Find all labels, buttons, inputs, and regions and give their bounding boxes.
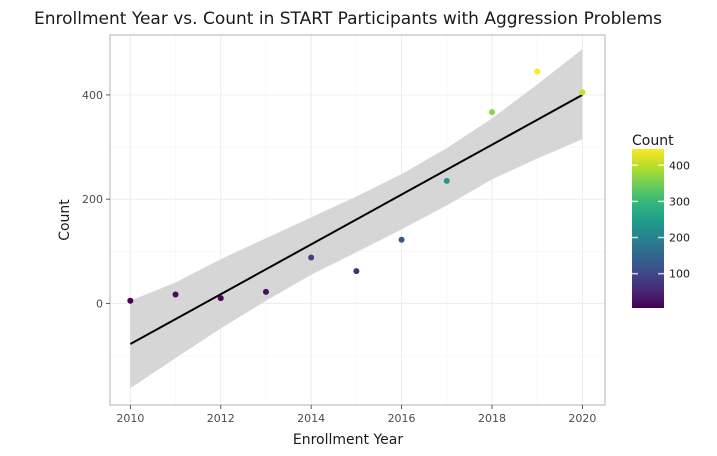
legend-tick-label: 300 [669, 195, 690, 208]
x-tick-label: 2018 [478, 412, 506, 425]
y-axis-title: Count [57, 199, 73, 241]
legend-tick-label: 200 [669, 232, 690, 245]
data-point [262, 288, 269, 295]
data-point [217, 295, 224, 302]
x-axis-title: Enrollment Year [293, 432, 403, 448]
x-tick-label: 2012 [207, 412, 235, 425]
data-point [308, 254, 315, 261]
colorbar [632, 149, 664, 308]
color-legend: Count 100 200 300 400 [632, 133, 690, 308]
data-point [579, 89, 586, 96]
x-tick-label: 2020 [568, 412, 596, 425]
x-tick-label: 2016 [388, 412, 416, 425]
data-point [443, 177, 450, 184]
plot-panel: 2010 2012 2014 2016 2018 2020 0 200 400 [82, 34, 606, 425]
data-point [398, 236, 405, 243]
legend-tick-label: 400 [669, 159, 690, 172]
data-point [353, 268, 360, 275]
x-tick-label: 2010 [116, 412, 144, 425]
regression-line [129, 94, 583, 345]
data-point [488, 109, 495, 116]
panel-border [109, 34, 606, 406]
data-point [534, 68, 541, 75]
chart-title: Enrollment Year vs. Count in START Parti… [34, 9, 662, 29]
legend-tick-label: 100 [669, 268, 690, 281]
x-tick-label: 2014 [297, 412, 325, 425]
data-point [127, 297, 134, 304]
y-tick-label: 400 [82, 89, 103, 102]
legend-title: Count [632, 133, 674, 149]
y-tick-label: 200 [82, 193, 103, 206]
y-tick-label: 0 [96, 297, 103, 310]
data-point [172, 291, 179, 298]
